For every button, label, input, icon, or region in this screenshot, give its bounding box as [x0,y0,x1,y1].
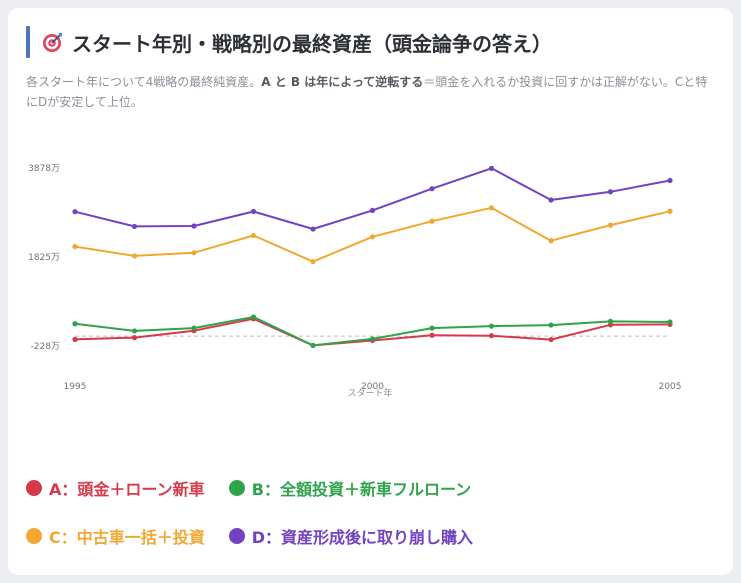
chart-description: 各スタート年について4戦略の最終純資産。A と B は年によって逆転する＝頭金を… [26,72,716,112]
legend-label: A：頭金＋ローン新車 [49,480,205,499]
data-point-D [607,189,614,195]
y-tick-label: 1825万 [28,253,60,263]
data-point-B [191,325,197,331]
description-text: 各スタート年について4戦略の最終純資産。 [26,75,262,89]
data-point-D [250,208,257,215]
y-tick-label: -228万 [31,342,60,352]
data-point-D [429,186,435,192]
x-axis-ticks: 1995 2000 2005 [64,382,682,392]
data-point-A [488,333,495,339]
series-line-D [74,167,671,230]
description-text-2: ＝頭金を入れるか投資に回すかは正解がない。Cと特にDが安定して上位。 [26,75,708,109]
legend-item-A: A：頭金＋ローン新車 [26,476,205,500]
legend-item-D: D：資産形成後に取り崩し購入 [228,524,474,548]
data-point-A [72,336,78,342]
data-point-B [667,319,673,325]
data-point-B [72,321,78,327]
data-point-D [667,177,673,184]
y-tick-label: 3878万 [28,164,60,174]
data-point-B [429,325,435,331]
data-point-C [548,238,554,244]
data-point-C [131,253,138,259]
data-point-D [310,226,316,232]
data-point-A [548,336,554,343]
data-point-D [131,223,138,230]
data-point-D [548,197,554,203]
data-point-B [488,323,495,329]
description-emphasis: A と B は年によって逆転する [261,75,424,89]
chart-legend: A：頭金＋ローン新車 B：全額投資＋新車フルローン C：中古車一括＋投資 D：資産形成… [26,476,726,548]
data-point-B [131,328,138,334]
data-point-D [369,207,376,213]
data-point-C [667,208,673,214]
x-axis-label: スタート年 [347,387,392,399]
page-title: スタート年別・戦略別の最終資産（頭金論争の答え） [72,31,552,56]
legend-label: B：全額投資＋新車フルローン [251,480,472,499]
x-tick-label: 2000 [361,382,384,392]
data-point-B [310,342,316,349]
data-point-B [607,318,614,324]
legend-label: C：中古車一括＋投資 [49,528,205,547]
data-point-C [607,222,614,228]
data-point-A [131,335,138,341]
data-point-C [429,218,435,224]
chart-card: スタート年別・戦略別の最終資産（頭金論争の答え） 各スタート年について4戦略の最… [8,8,733,575]
data-point-C [369,234,376,240]
target-icon [43,33,62,52]
data-point-C [310,258,316,265]
data-point-B [548,322,554,328]
data-point-B [369,336,376,342]
x-tick-label: 2005 [659,382,682,392]
line-chart: -228万 1825万 3878万 1995 2000 2005 スタート年 [28,164,682,399]
data-point-C [191,250,197,256]
legend-marker [228,480,245,496]
title-row: スタート年別・戦略別の最終資産（頭金論争の答え） [26,26,552,58]
data-point-B [250,314,257,320]
legend-item-C: C：中古車一括＋投資 [26,524,205,548]
y-axis-ticks: -228万 1825万 3878万 [28,164,60,352]
data-point-C [250,232,257,239]
title-accent-bar [26,26,30,58]
data-point-C [488,205,495,211]
data-point-A [429,332,435,338]
data-point-C [72,243,78,250]
data-point-D [488,165,495,171]
data-point-D [191,223,197,229]
legend-marker [26,528,42,544]
series-layer [72,165,673,349]
x-tick-label: 1995 [64,382,87,392]
legend-item-B: B：全額投資＋新車フルローン [228,476,473,500]
data-point-D [72,209,78,215]
legend-label: D：資産形成後に取り崩し購入 [251,528,474,547]
legend-marker [26,480,42,496]
legend-marker [228,528,245,544]
